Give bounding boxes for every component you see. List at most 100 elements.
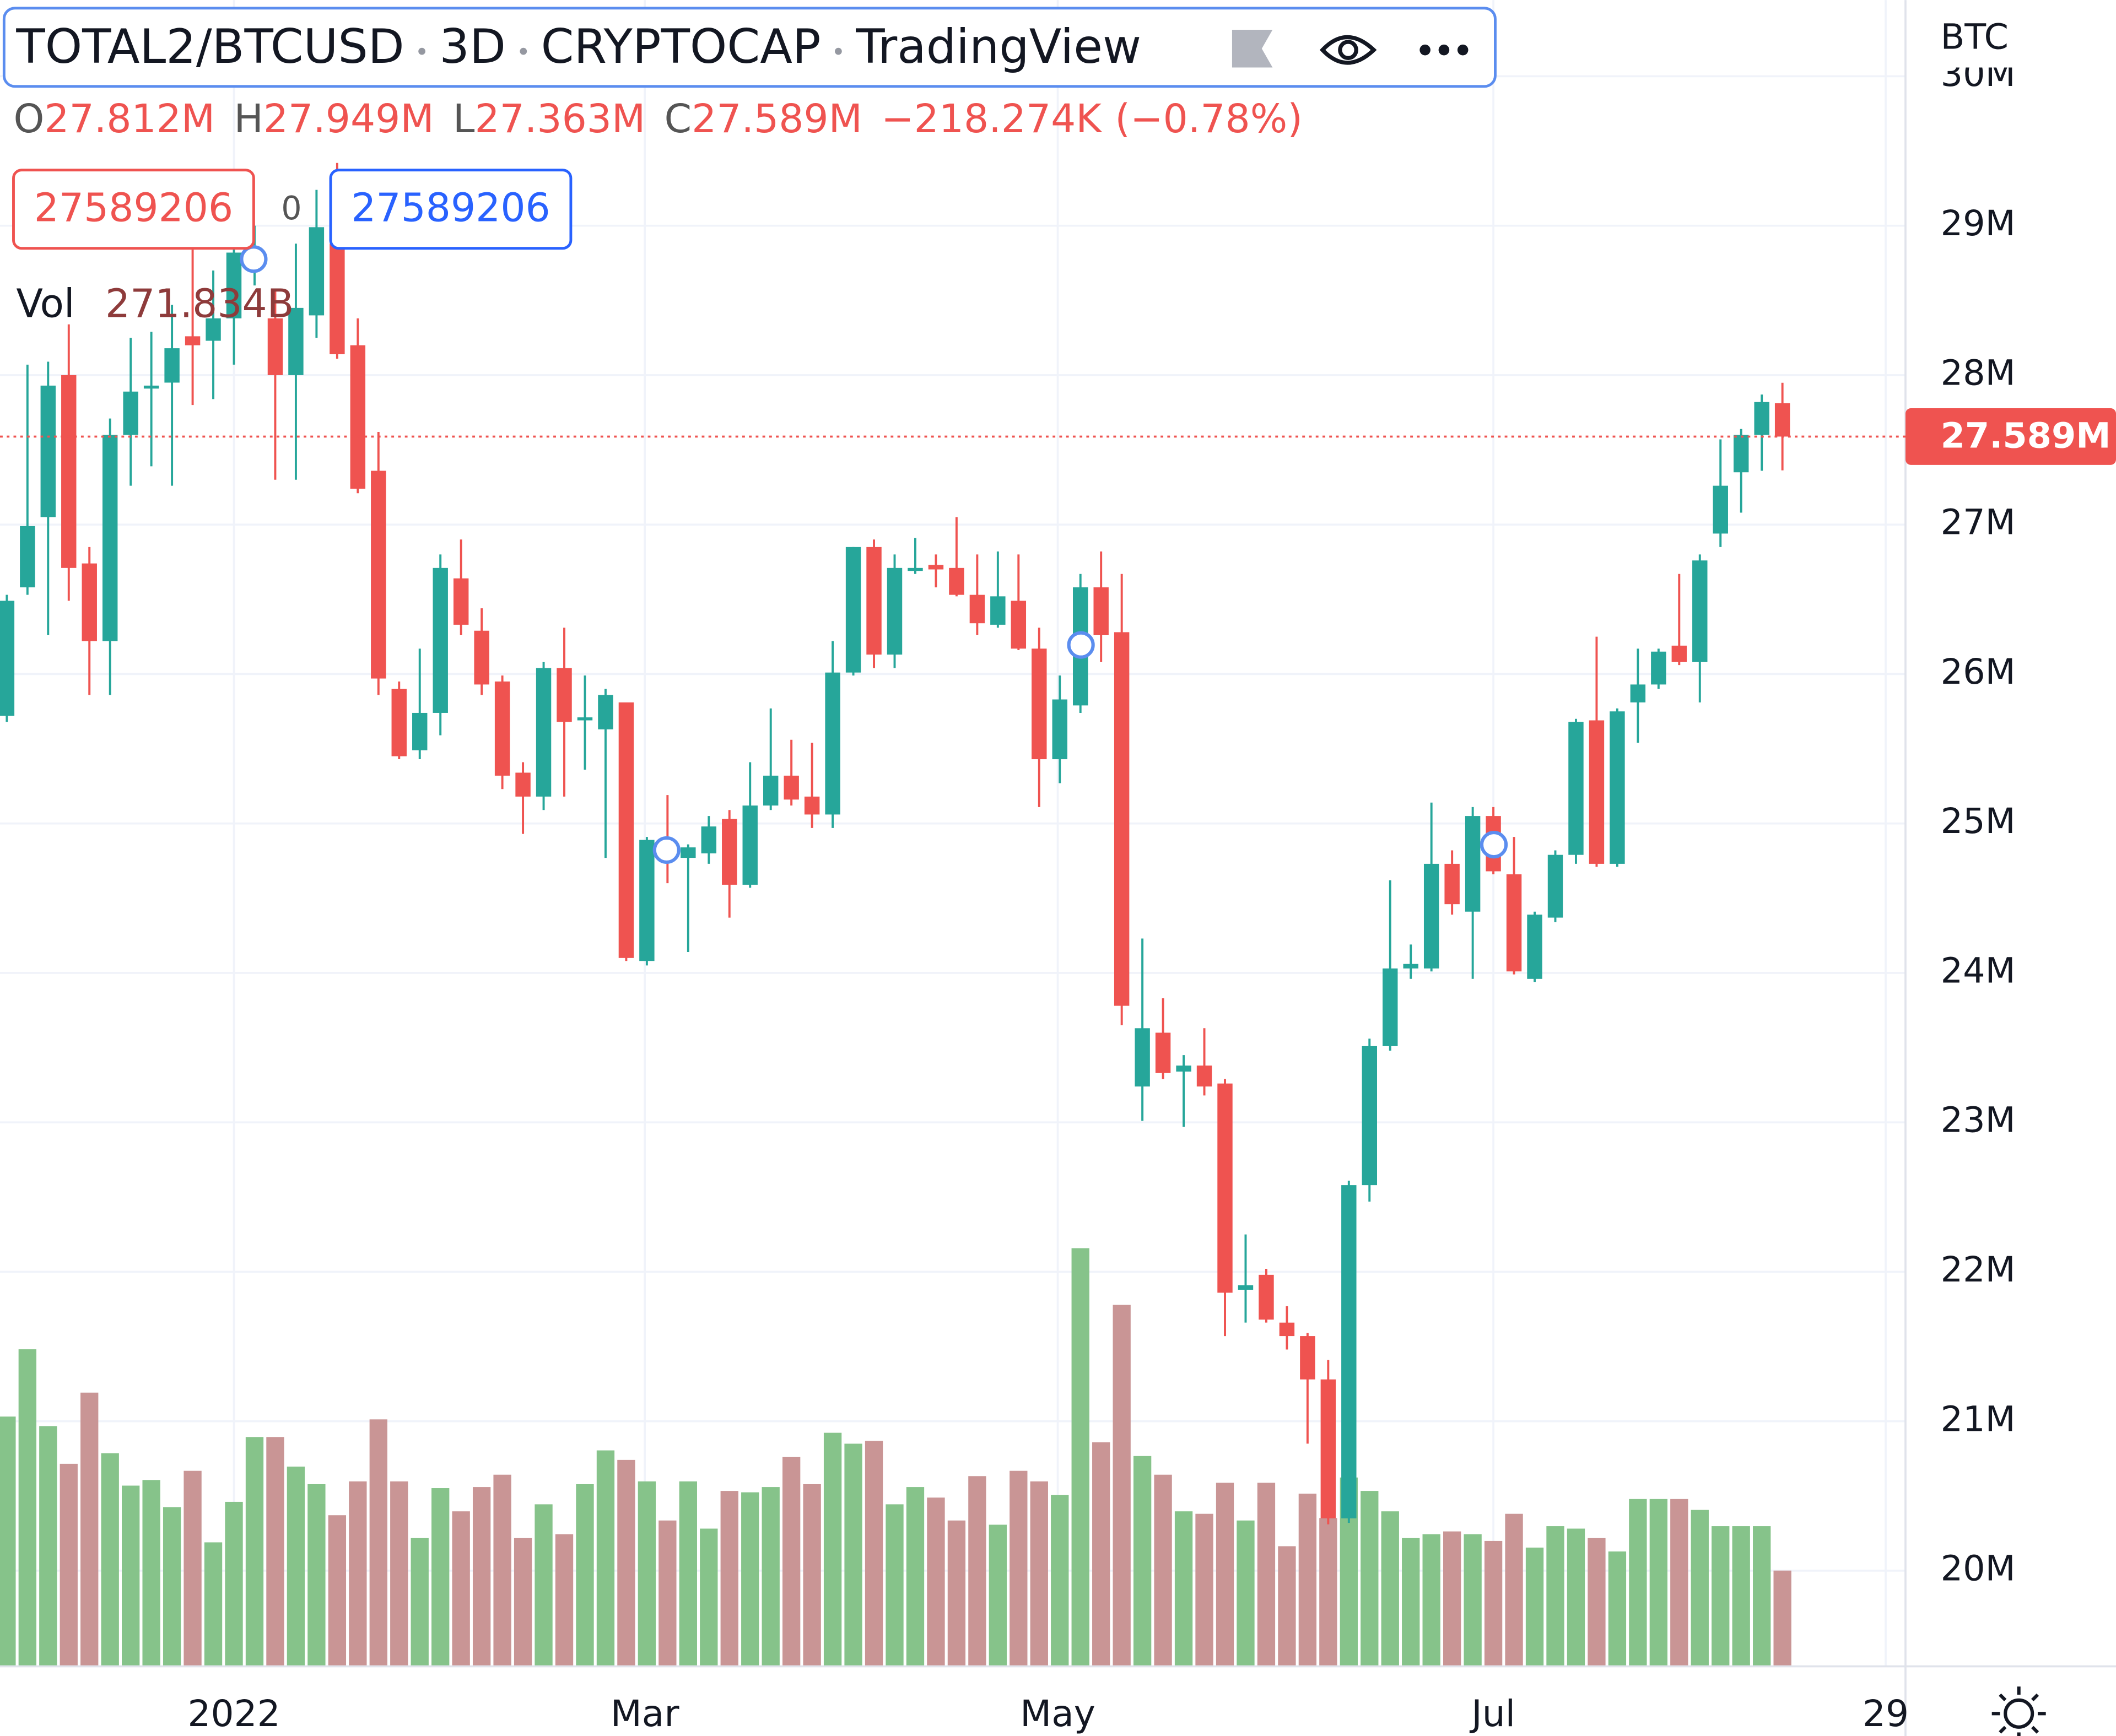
volume-bar	[1422, 1534, 1440, 1667]
candle-body	[453, 578, 469, 625]
y-tick-label: 21M	[1941, 1399, 2016, 1440]
candle-body	[267, 318, 283, 375]
symbol-pill[interactable]	[2, 7, 1497, 88]
candle-body	[845, 547, 861, 673]
volume-bar	[514, 1538, 532, 1667]
volume-bar	[452, 1511, 470, 1667]
currency-label: BTC	[1941, 17, 2009, 58]
legend-value: 27.949M	[263, 96, 434, 142]
volume-bar	[1381, 1511, 1399, 1667]
event-marker[interactable]	[652, 836, 681, 864]
volume-bar	[1546, 1526, 1564, 1667]
event-marker[interactable]	[240, 245, 268, 273]
header-source: TradingView	[855, 19, 1141, 74]
more-dot[interactable]	[1457, 44, 1469, 56]
candle-body	[1362, 1046, 1377, 1186]
event-marker[interactable]	[1480, 831, 1508, 859]
candle-body	[1547, 855, 1563, 918]
candle-body	[536, 668, 552, 797]
volume-bar	[1753, 1526, 1771, 1667]
candle-body	[1423, 863, 1439, 969]
volume-bar	[947, 1520, 966, 1667]
candle-body	[949, 567, 964, 595]
candle-body	[206, 318, 221, 341]
volume-bar	[535, 1504, 553, 1667]
volume-bar	[886, 1504, 904, 1667]
volume-bar	[596, 1450, 615, 1667]
volume-bar	[1649, 1499, 1667, 1667]
candle-body	[1196, 1066, 1212, 1087]
y-tick-label: 24M	[1941, 951, 2016, 992]
volume-bar	[1216, 1483, 1234, 1667]
volume-bar	[1712, 1526, 1730, 1667]
volume-bar	[1773, 1570, 1791, 1667]
volume-bar	[369, 1419, 387, 1667]
sell-price[interactable]: 27589206	[34, 185, 233, 231]
candle-body	[1568, 722, 1584, 855]
volume-bar	[1319, 1518, 1337, 1667]
candle-body	[1093, 587, 1109, 635]
candle-body	[908, 567, 923, 571]
volume-bar	[823, 1432, 842, 1667]
candles	[0, 163, 1790, 1524]
volume-bar	[122, 1485, 140, 1667]
volume-bar	[472, 1487, 491, 1667]
volume-bar	[1113, 1305, 1131, 1667]
volume-bar	[163, 1507, 181, 1667]
separator-dot	[835, 47, 842, 55]
legend-change-pct: (−0.78%)	[1115, 96, 1303, 142]
candle-body	[1713, 485, 1728, 534]
candle-body	[1052, 699, 1067, 760]
volume-bar	[906, 1487, 925, 1667]
more-dot[interactable]	[1438, 44, 1450, 56]
legend-letter: C	[665, 96, 692, 142]
eye-icon[interactable]	[1319, 35, 1377, 65]
candle-body	[123, 391, 138, 435]
candle-body	[1403, 964, 1418, 969]
sell-button[interactable]	[12, 169, 255, 250]
legend-value: 27.589M	[692, 96, 862, 142]
candle-body	[681, 847, 696, 858]
candle-body	[928, 565, 944, 570]
volume-bar	[60, 1463, 78, 1667]
candle-body	[1733, 435, 1749, 473]
event-marker[interactable]	[1067, 631, 1095, 659]
candle-body	[1671, 645, 1687, 662]
volume-bar	[638, 1481, 656, 1667]
volume-bar	[1464, 1534, 1482, 1667]
candle-body	[474, 630, 489, 685]
candle-body	[226, 252, 242, 318]
buy-price[interactable]: 27589206	[351, 185, 550, 231]
y-tick-label: 25M	[1941, 801, 2016, 842]
candle-body	[804, 796, 820, 815]
candle-body	[1630, 684, 1646, 702]
volume-bar	[617, 1459, 635, 1667]
volume-bar	[183, 1470, 202, 1667]
candle-body	[1774, 403, 1790, 437]
volume-bar	[307, 1484, 326, 1667]
candle-body	[1238, 1285, 1254, 1290]
volume-bar	[989, 1524, 1007, 1667]
volume-bar	[18, 1349, 36, 1667]
candle-body	[1506, 874, 1522, 972]
buy-button[interactable]	[329, 169, 573, 250]
volume-bar	[1278, 1546, 1296, 1667]
volume-bar	[844, 1443, 862, 1667]
x-tick-label: 2022	[187, 1692, 280, 1735]
candle-body	[1320, 1379, 1336, 1519]
settings-icon[interactable]	[1991, 1686, 2046, 1736]
candle-body	[494, 681, 510, 776]
legend-change: −218.274K	[881, 96, 1103, 142]
candle-body	[143, 385, 159, 389]
more-dot[interactable]	[1419, 44, 1431, 56]
flag-icon[interactable]	[1232, 29, 1273, 68]
volume-bar	[0, 1416, 16, 1667]
volume-bar	[142, 1480, 160, 1667]
volume-legend-label: Vol	[16, 281, 74, 327]
y-tick-label: 20M	[1941, 1549, 2016, 1589]
y-tick-label: 23M	[1941, 1100, 2016, 1141]
candle-body	[330, 244, 345, 354]
y-tick-label: 29M	[1941, 203, 2016, 244]
